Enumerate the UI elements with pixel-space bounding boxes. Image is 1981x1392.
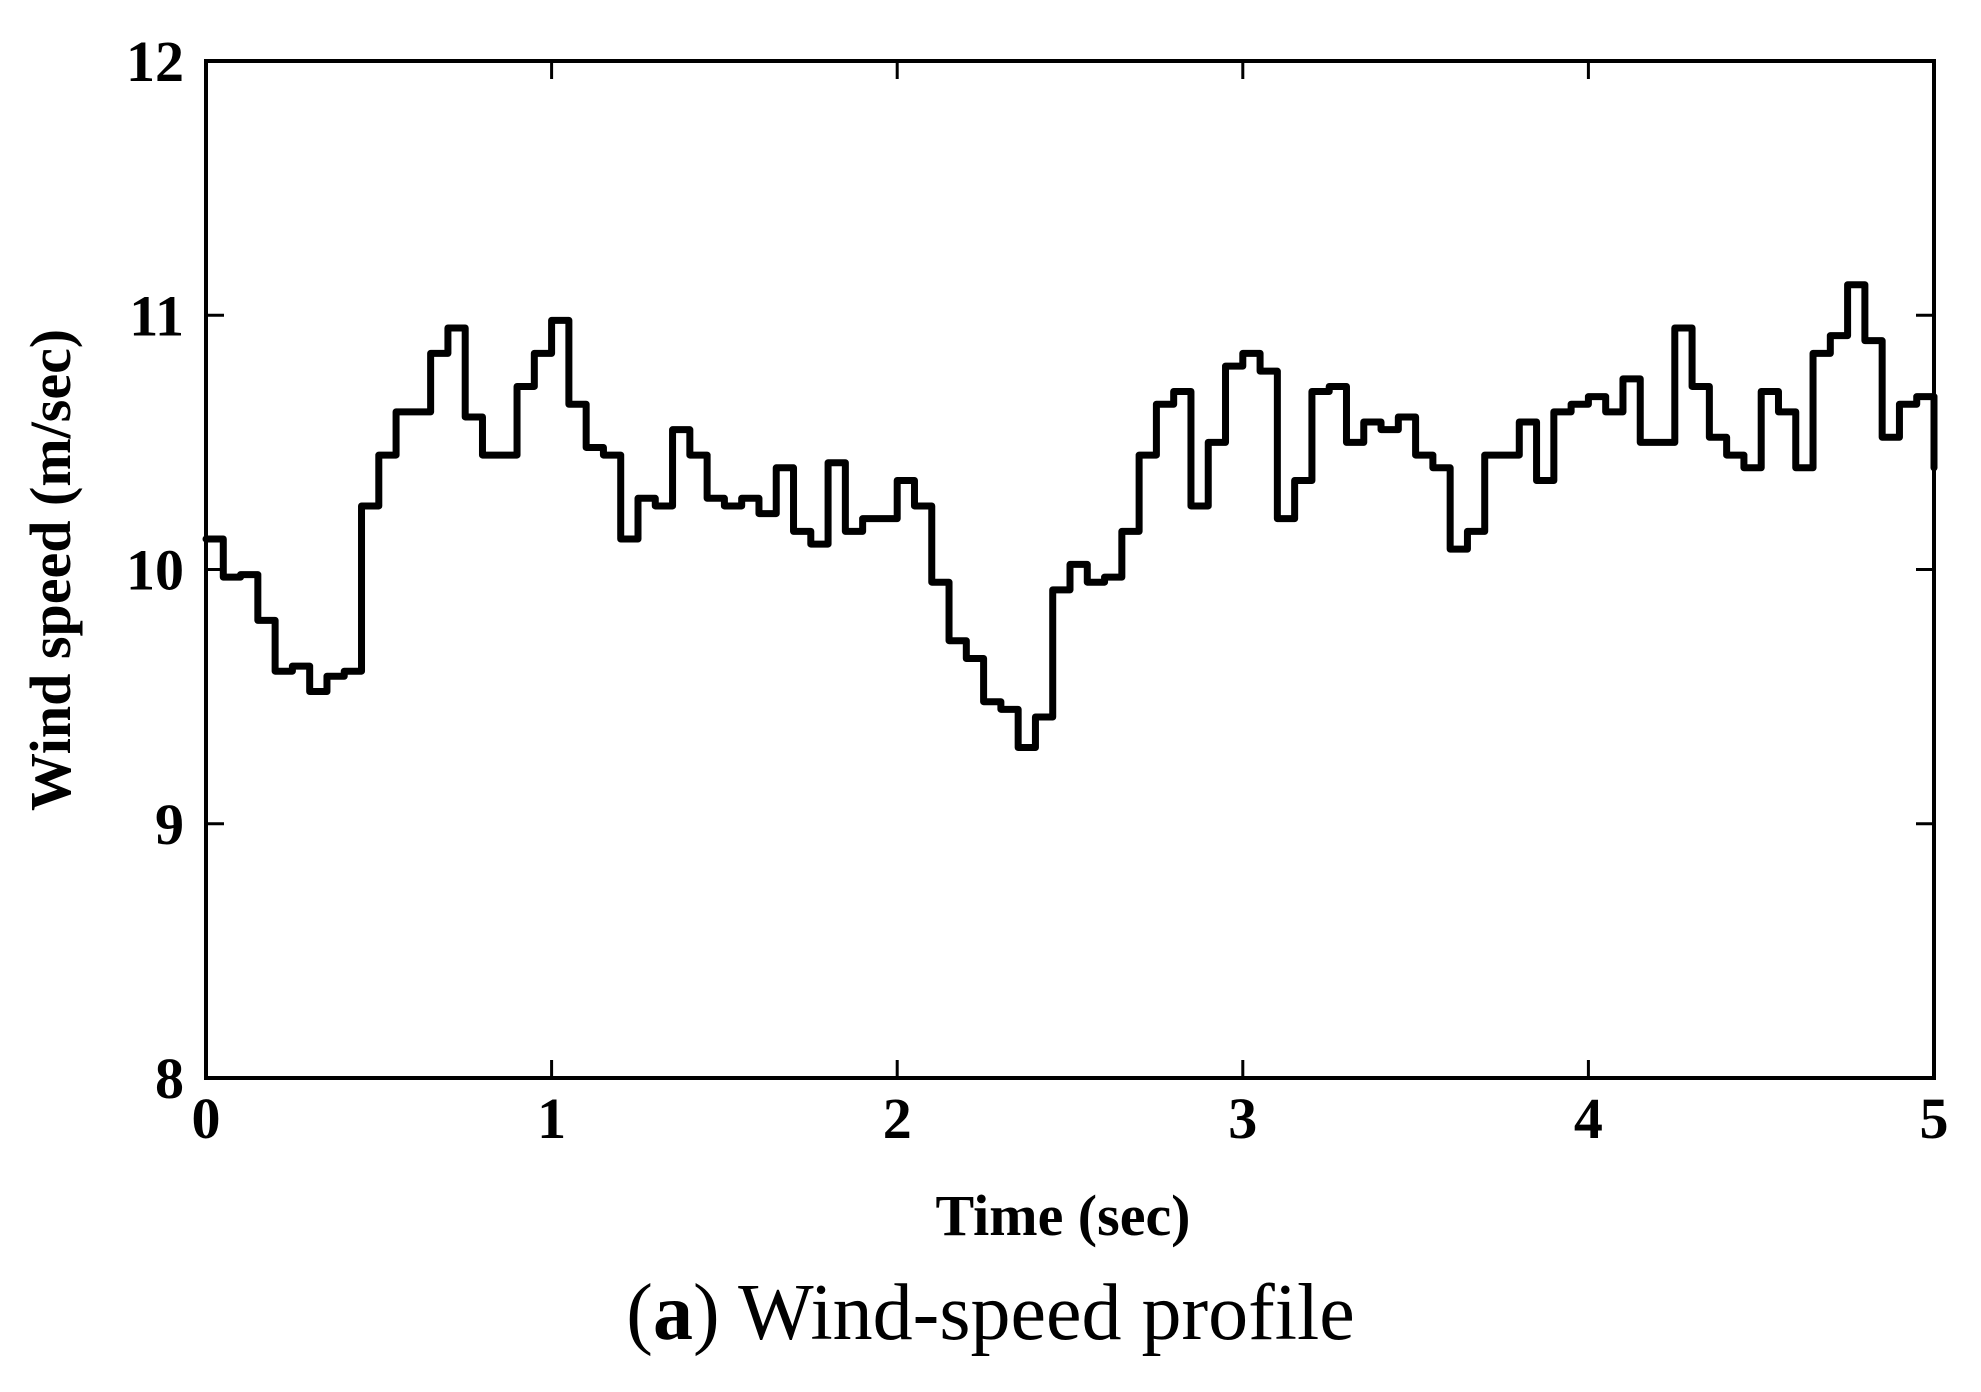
caption-letter: a: [652, 1269, 693, 1357]
y-tick-label: 10: [126, 538, 184, 603]
x-tick-label: 2: [883, 1086, 912, 1151]
y-axis-label: Wind speed (m/sec): [18, 329, 83, 811]
x-tick-label: 0: [192, 1086, 221, 1151]
x-tick-label: 1: [537, 1086, 566, 1151]
y-tick-label: 12: [126, 29, 184, 94]
y-tick-label: 8: [155, 1046, 184, 1111]
x-tick-label: 3: [1228, 1086, 1257, 1151]
x-tick-label: 4: [1574, 1086, 1603, 1151]
y-tick-label: 11: [129, 283, 184, 348]
x-tick-label: 5: [1920, 1086, 1949, 1151]
caption-text: Wind-speed profile: [738, 1269, 1355, 1357]
figure-caption: (a) Wind-speed profile: [626, 1269, 1355, 1357]
y-tick-label: 9: [155, 792, 184, 857]
x-axis-label: Time (sec): [936, 1183, 1191, 1248]
tick-marks: [204, 59, 1936, 1080]
wind-speed-line: [202, 281, 1938, 751]
